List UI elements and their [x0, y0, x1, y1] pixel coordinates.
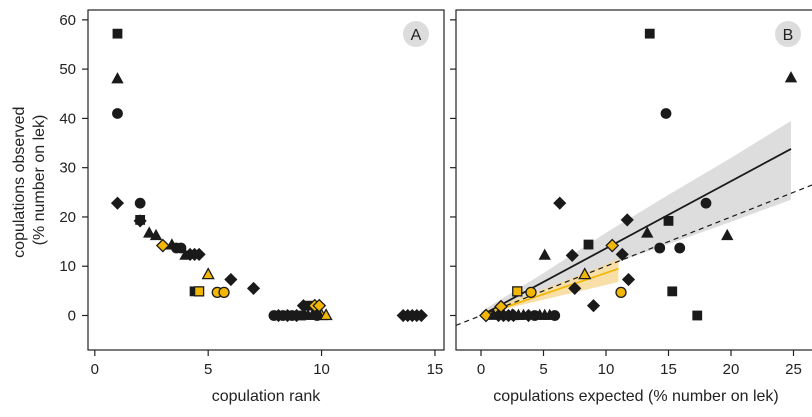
x-tick-label: 15: [660, 361, 677, 378]
data-point-square: [583, 239, 594, 250]
data-point-circle: [700, 197, 712, 209]
data-point-triangle: [143, 226, 156, 238]
data-point-circle: [660, 108, 672, 119]
y-tick-label: 60: [59, 12, 76, 29]
data-point-circle: [525, 286, 537, 298]
panel-b-x-axis-title: copulations expected (% number on lek): [493, 388, 779, 405]
x-tick-label: 20: [723, 361, 740, 378]
data-point-circle: [112, 108, 123, 119]
data-point-diamond: [605, 238, 620, 253]
data-point-triangle: [721, 228, 734, 241]
panel-b-points: [479, 28, 798, 323]
data-point-triangle: [111, 72, 124, 84]
panel-b-frame: [455, 9, 812, 351]
data-point-diamond: [586, 299, 601, 313]
y-tick-label: 50: [59, 61, 76, 78]
data-point-diamond: [414, 308, 428, 323]
x-tick-label: 10: [313, 361, 330, 378]
data-point-circle: [549, 310, 561, 321]
data-point-triangle: [538, 248, 551, 260]
data-point-triangle: [319, 308, 333, 321]
panel-a-ticks: 0 5 10 15 0 10 20 30 40 50 60: [59, 12, 443, 378]
y-tick-label: 10: [59, 258, 76, 275]
x-tick-label: 0: [477, 361, 485, 378]
y-axis-title-line-2: (% number on lek): [31, 115, 48, 246]
data-point-triangle: [149, 228, 163, 241]
panel-a-letter-badge: [403, 21, 429, 47]
panel-a-letter: A: [411, 27, 422, 44]
x-tick-label: 25: [785, 361, 802, 378]
data-point-circle: [134, 197, 146, 209]
x-tick-label: 10: [598, 361, 615, 378]
data-point-triangle: [201, 267, 215, 280]
data-point-diamond: [133, 214, 147, 228]
panel-a: 0 5 10 15 0 10 20 30 40 50 60 A copulation rank co…: [11, 9, 445, 405]
data-point-circle: [218, 286, 230, 298]
x-tick-label: 5: [539, 361, 547, 378]
data-point-diamond: [621, 272, 636, 287]
y-axis-title-line-1: copulations observed: [11, 107, 28, 258]
data-point-diamond: [155, 238, 170, 253]
data-point-square: [193, 286, 205, 297]
data-point-diamond: [565, 248, 579, 262]
data-point-circle: [654, 242, 666, 254]
data-point-circle: [175, 242, 187, 254]
data-point-square: [663, 215, 674, 226]
y-tick-label: 0: [68, 308, 76, 325]
data-point-triangle: [641, 226, 654, 238]
data-point-triangle: [578, 267, 592, 280]
data-point-triangle: [784, 71, 798, 83]
y-tick-label: 20: [59, 209, 76, 226]
x-tick-label: 0: [91, 361, 99, 378]
data-point-diamond: [553, 196, 567, 210]
x-tick-label: 5: [204, 361, 212, 378]
panel-a-points: [110, 28, 428, 323]
data-point-circle: [674, 242, 686, 254]
data-point-circle: [615, 286, 627, 298]
y-tick-label: 30: [59, 160, 76, 177]
data-point-diamond: [224, 272, 238, 287]
data-point-square: [644, 28, 655, 39]
data-point-diamond: [620, 213, 634, 227]
data-point-square: [512, 286, 523, 297]
panel-b-background-layer: [456, 120, 812, 326]
data-point-square: [667, 286, 678, 297]
data-point-diamond: [246, 281, 261, 295]
panel-b: 0 5 10 15 20 25 B copulations expected (% num…: [450, 9, 812, 405]
panel-b-letter: B: [783, 27, 794, 44]
data-point-diamond: [568, 281, 582, 295]
y-tick-label: 40: [59, 110, 76, 127]
data-point-square: [692, 310, 703, 321]
data-point-circle: [311, 310, 323, 321]
panel-a-frame: [87, 9, 445, 351]
panel-b-ticks: 0 5 10 15 20 25: [450, 19, 802, 378]
panel-a-y-axis-title: copulations observed (% number on lek): [11, 102, 48, 258]
data-point-square: [112, 28, 123, 39]
panel-b-confidence-bands: [481, 120, 791, 316]
x-tick-label: 15: [427, 361, 444, 378]
reference-line-dashed: [456, 184, 812, 326]
data-point-diamond: [192, 247, 206, 261]
data-point-diamond: [110, 196, 125, 210]
data-point-diamond: [615, 247, 629, 261]
panel-b-letter-badge: [775, 21, 801, 47]
grey-confidence-band: [481, 120, 791, 316]
panel-a-x-axis-title: copulation rank: [212, 388, 322, 405]
